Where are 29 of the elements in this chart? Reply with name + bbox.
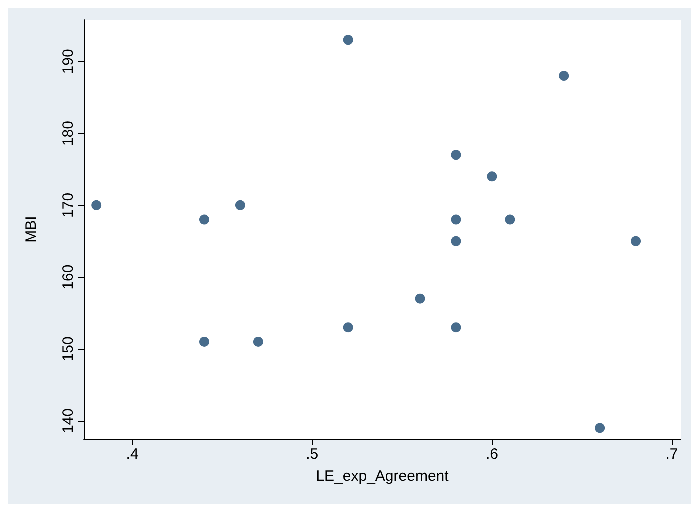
point xyxy=(415,294,426,304)
x-axis-title: LE_exp_Agreement xyxy=(316,468,450,485)
point xyxy=(92,200,102,210)
y-tick-label: 190 xyxy=(60,49,77,74)
y-tick-label: 150 xyxy=(60,336,77,362)
y-axis-title: MBI xyxy=(23,216,40,243)
point xyxy=(451,322,462,333)
y-tick-label: 180 xyxy=(60,121,77,146)
point xyxy=(505,214,516,225)
point xyxy=(451,214,462,225)
point xyxy=(343,35,354,46)
point xyxy=(451,150,462,160)
x-tick-label: .5 xyxy=(306,446,319,463)
point xyxy=(199,336,210,347)
point xyxy=(487,172,498,182)
x-tick-label: .4 xyxy=(126,446,139,463)
point xyxy=(253,336,264,347)
point xyxy=(451,236,462,246)
point xyxy=(343,322,354,333)
point xyxy=(595,423,606,434)
point xyxy=(235,200,246,210)
y-tick-label: 170 xyxy=(60,192,77,218)
y-tick-label: 140 xyxy=(60,408,77,434)
point xyxy=(631,236,642,246)
x-tick-label: .6 xyxy=(486,446,498,463)
x-tick-label: .7 xyxy=(666,446,678,463)
y-tick-label: 160 xyxy=(60,264,77,290)
point xyxy=(199,214,210,225)
point xyxy=(559,71,570,82)
